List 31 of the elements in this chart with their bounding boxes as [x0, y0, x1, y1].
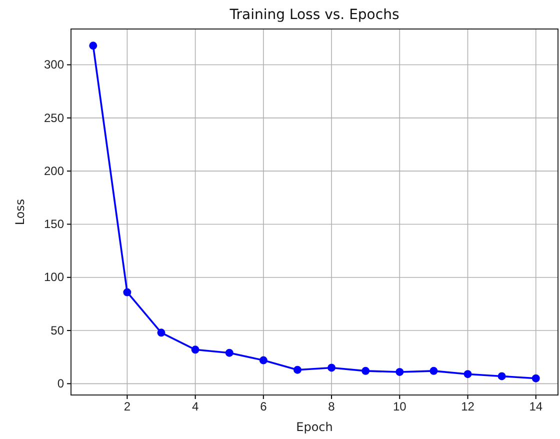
y-tick-label: 150 [44, 217, 64, 232]
y-tick-label: 300 [44, 58, 64, 72]
point [396, 368, 404, 376]
point [362, 366, 370, 375]
point [191, 346, 200, 354]
point [259, 356, 268, 364]
point [123, 288, 132, 296]
x-tick-label: 2 [124, 400, 131, 414]
x-tick-label: 4 [192, 400, 199, 414]
point [464, 370, 472, 378]
y-tick-label: 50 [50, 323, 64, 338]
x-tick-label: 14 [529, 400, 543, 414]
point [89, 42, 98, 50]
y-axis-title: Loss [13, 198, 27, 226]
y-tick-label: 250 [44, 110, 64, 125]
x-tick-label: 12 [461, 400, 475, 414]
point [328, 364, 336, 372]
y-tick-label: 0 [57, 376, 64, 391]
x-tick-label: 10 [392, 400, 407, 414]
point [293, 366, 302, 374]
point [157, 328, 166, 337]
x-axis-title: Epoch [296, 420, 333, 434]
y-tick-label: 100 [44, 270, 64, 284]
point [532, 374, 540, 382]
y-tick-label: 200 [44, 164, 64, 178]
x-tick-label: 6 [260, 400, 268, 414]
chart-title: Training Loss vs. Epochs [228, 7, 400, 23]
point [430, 366, 438, 375]
x-tick-label: 8 [328, 400, 336, 414]
point [498, 372, 506, 380]
point [225, 348, 234, 357]
